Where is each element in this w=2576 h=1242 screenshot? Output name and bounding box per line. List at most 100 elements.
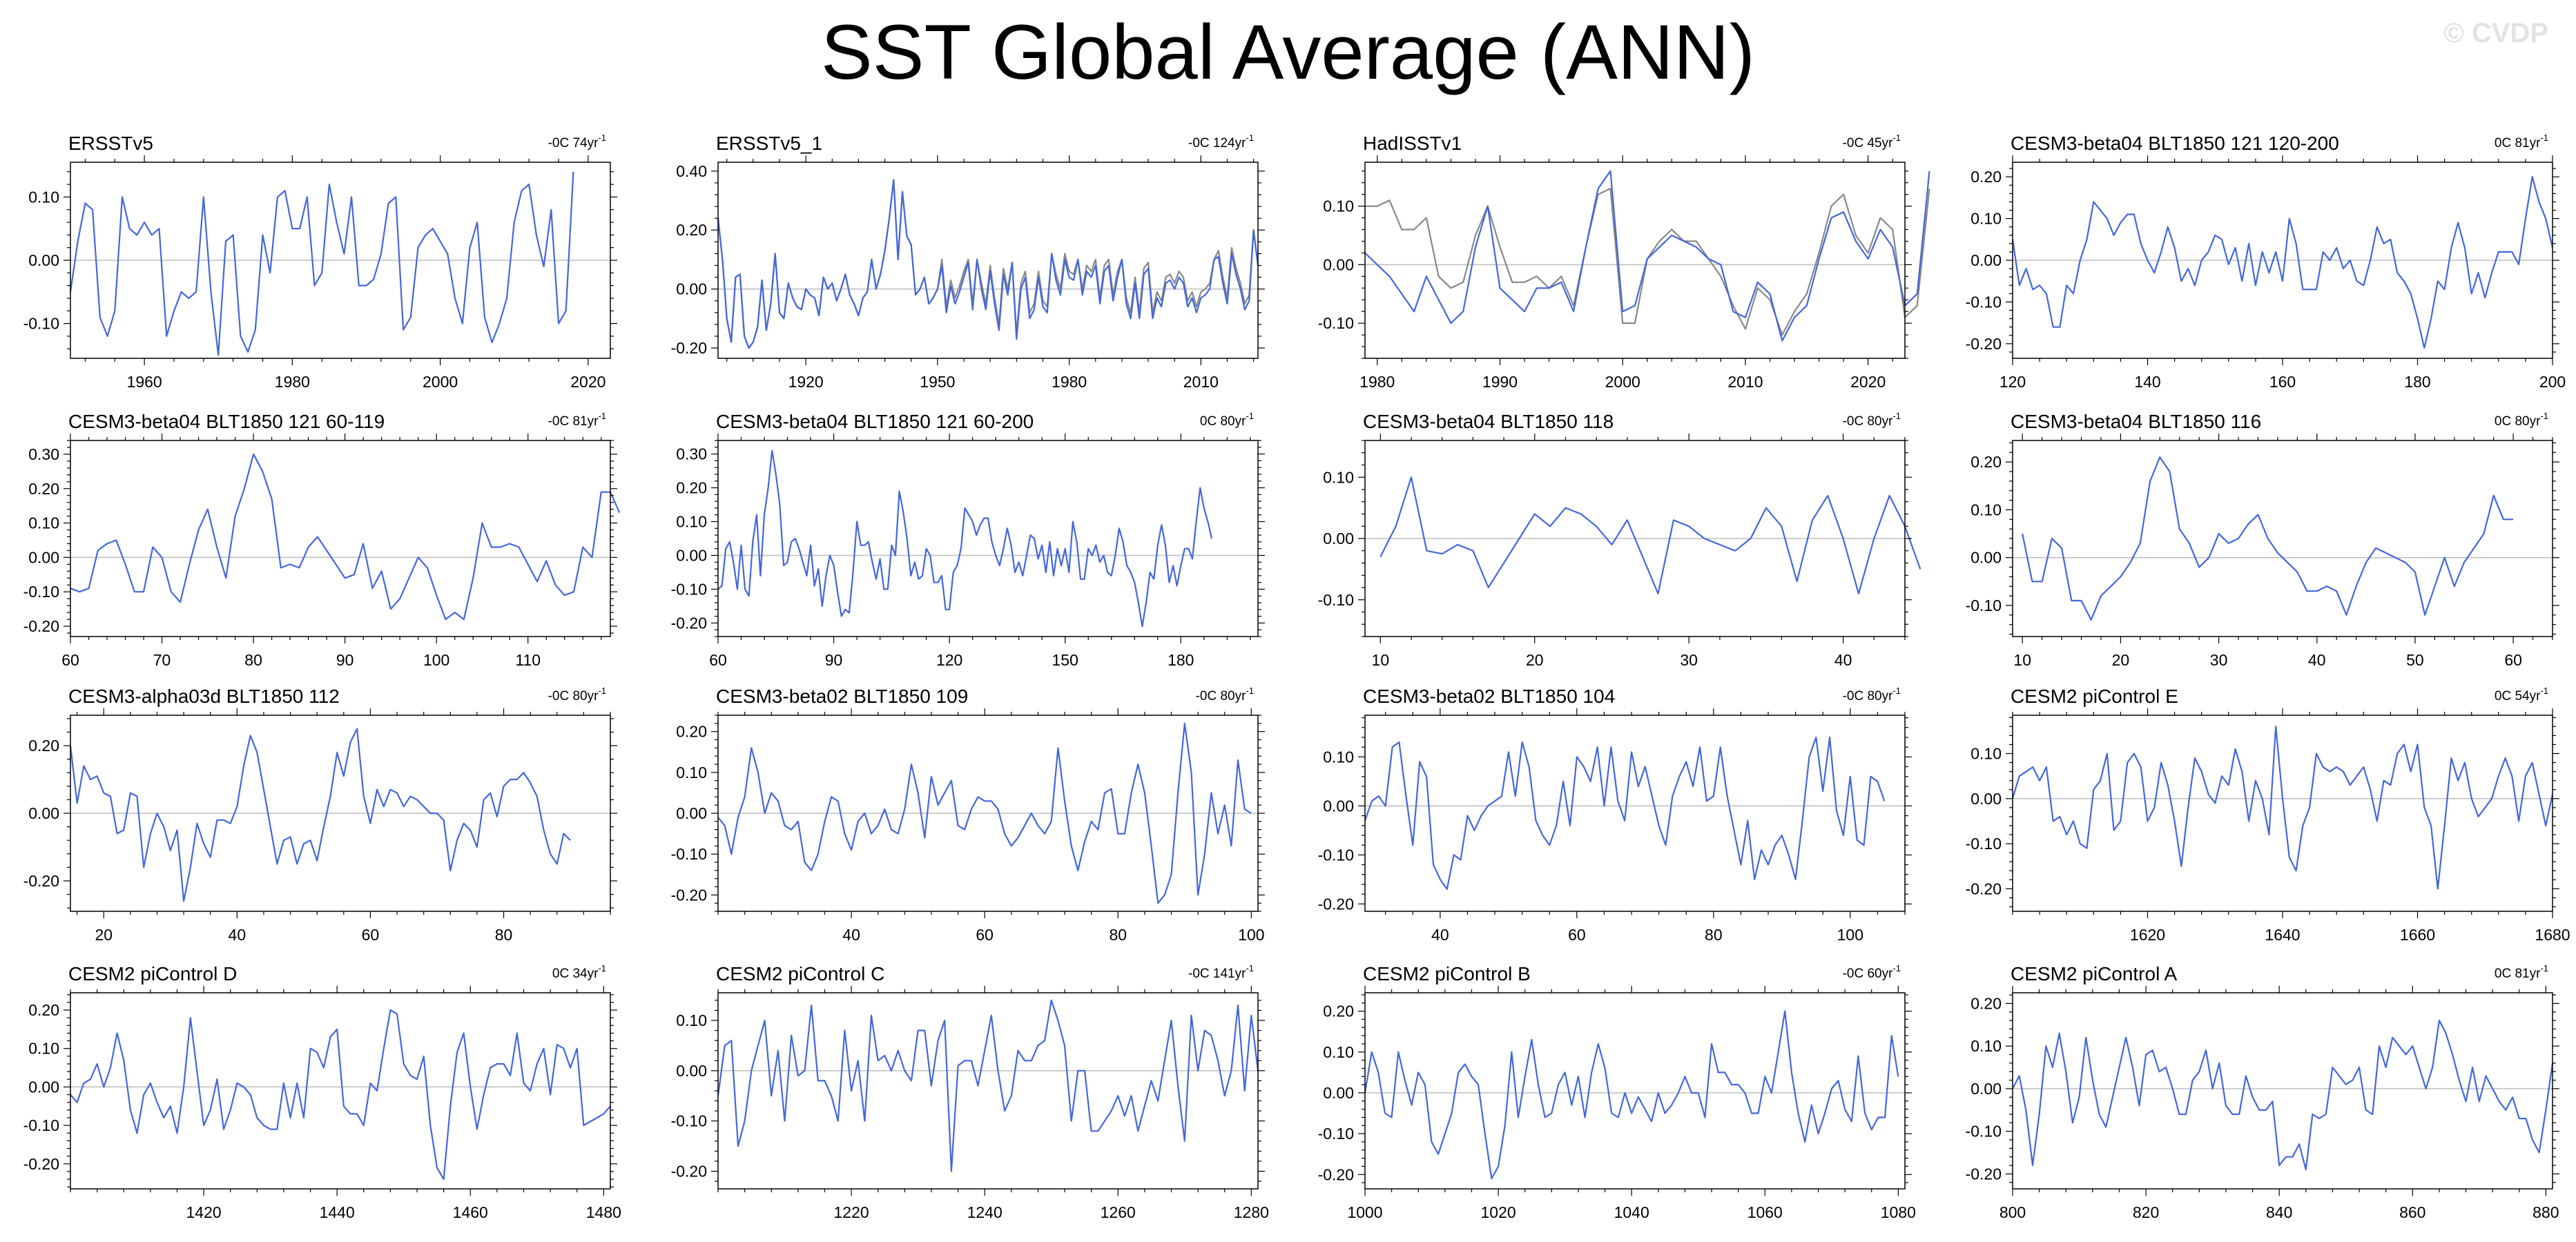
trend-label: 0C 81yr-1 — [2495, 963, 2548, 981]
x-tick-label: 1420 — [186, 1203, 222, 1221]
chart-panel-12: CESM2 piControl E 0C 54yr-1 -0.20 -0.10 0.00… — [1966, 686, 2570, 944]
y-tick-label: 0.00 — [676, 804, 707, 822]
trend-superscript: -1 — [1892, 411, 1901, 421]
chart-panel-14: CESM2 piControl C -0C 141yr-1 -0.20 -0.10 0.… — [671, 963, 1269, 1221]
plot-frame — [70, 992, 611, 1190]
plot-frame — [717, 162, 1259, 359]
x-tick-label: 1260 — [1101, 1203, 1136, 1221]
x-tick-label: 1640 — [2265, 926, 2300, 944]
chart-panel-11: CESM3-beta02 BLT1850 104 -0C 80yr-1 -0.20 -… — [1318, 686, 1912, 944]
x-tick-label: 40 — [1431, 926, 1449, 944]
x-tick-label: 1280 — [1234, 1203, 1269, 1221]
chart-title: CESM2 piControl C — [716, 963, 884, 984]
chart-title: ERSSTv5_1 — [716, 133, 822, 154]
trend-label: -0C 80yr-1 — [1843, 686, 1901, 704]
y-tick-label: 0.40 — [676, 162, 707, 180]
x-tick-label: 2010 — [1183, 373, 1219, 391]
chart-title: CESM3-beta04 BLT1850 118 — [1363, 411, 1614, 432]
chart-panel-9: CESM3-alpha03d BLT1850 112 -0C 80yr-1 -0.2… — [23, 686, 617, 944]
y-tick-label: 0.10 — [676, 764, 707, 782]
y-tick-label: -0.10 — [1966, 1123, 2002, 1141]
chart-panel-16: CESM2 piControl A 0C 81yr-1 -0.20 -0.10 0.00… — [1966, 963, 2559, 1221]
plot-frame — [70, 440, 611, 637]
x-tick-label: 140 — [2134, 373, 2160, 391]
x-tick-label: 80 — [495, 926, 513, 944]
y-tick-label: -0.10 — [671, 845, 707, 863]
trend-superscript: -1 — [598, 963, 606, 973]
trend-superscript: -1 — [1246, 411, 1254, 421]
series-line-1 — [717, 722, 1252, 904]
series-line-1 — [69, 171, 574, 356]
y-tick-label: 0.10 — [1323, 1043, 1354, 1061]
y-tick-label: 0.20 — [676, 723, 707, 741]
y-tick-label: 0.10 — [28, 514, 59, 532]
chart-title: HadISSTv1 — [1363, 133, 1462, 154]
x-tick-label: 40 — [2308, 651, 2326, 669]
x-tick-label: 1440 — [320, 1203, 355, 1221]
trend-label: -0C 60yr-1 — [1843, 963, 1901, 981]
chart-title: CESM3-beta02 BLT1850 109 — [716, 686, 968, 707]
y-tick-label: 0.00 — [28, 548, 59, 566]
y-tick-label: 0.20 — [1323, 1002, 1354, 1020]
plot-frame — [2012, 992, 2553, 1190]
y-tick-label: -0.20 — [23, 1155, 59, 1173]
plot-frame — [2012, 715, 2553, 912]
series-line-1 — [1364, 170, 1930, 342]
plot-frame — [1364, 162, 1906, 359]
trend-superscript: -1 — [1892, 686, 1901, 696]
x-tick-label: 180 — [2404, 373, 2430, 391]
chart-title: CESM3-beta04 BLT1850 116 — [2011, 411, 2261, 432]
y-tick-label: -0.20 — [671, 886, 707, 904]
y-tick-label: 0.00 — [676, 546, 707, 564]
y-tick-label: -0.10 — [23, 1116, 59, 1134]
x-tick-label: 40 — [229, 926, 246, 944]
chart-panel-5: CESM3-beta04 BLT1850 121 60-119 -0C 81yr-… — [23, 411, 621, 669]
y-tick-label: -0.10 — [1966, 293, 2002, 311]
x-tick-label: 110 — [515, 651, 541, 669]
trend-superscript: -1 — [1246, 963, 1254, 973]
y-tick-label: 0.00 — [1970, 1080, 2002, 1098]
y-tick-label: -0.10 — [23, 315, 59, 333]
page-title: SST Global Average (ANN) — [821, 9, 1755, 95]
x-tick-label: 20 — [95, 926, 113, 944]
plot-frame — [1364, 715, 1906, 912]
chart-title: ERSSTv5 — [68, 133, 153, 154]
chart-title: CESM2 piControl D — [68, 963, 237, 984]
trend-label: 0C 81yr-1 — [2495, 133, 2548, 151]
trend-label: -0C 80yr-1 — [548, 686, 606, 704]
y-tick-label: -0.10 — [1318, 591, 1354, 609]
x-tick-label: 100 — [423, 651, 449, 669]
x-tick-label: 1020 — [1481, 1203, 1516, 1221]
x-tick-label: 60 — [976, 926, 994, 944]
y-tick-label: -0.20 — [1318, 895, 1354, 913]
series-line-1 — [2011, 176, 2554, 349]
y-tick-label: -0.10 — [1318, 314, 1354, 332]
chart-panel-7: CESM3-beta04 BLT1850 118 -0C 80yr-1 -0.10 0… — [1318, 411, 1921, 669]
trend-label: -0C 80yr-1 — [1843, 411, 1901, 429]
y-tick-label: 0.20 — [676, 221, 707, 239]
y-tick-label: 0.10 — [1970, 744, 2002, 762]
trend-superscript: -1 — [2540, 686, 2548, 696]
trend-superscript: -1 — [598, 411, 606, 421]
y-tick-label: -0.10 — [1318, 846, 1354, 864]
x-tick-label: 1960 — [127, 373, 162, 391]
x-tick-label: 100 — [1238, 926, 1264, 944]
watermark: © CVDP — [2443, 18, 2548, 48]
y-tick-label: 0.00 — [1323, 255, 1354, 273]
trend-label: -0C 45yr-1 — [1843, 133, 1901, 151]
y-tick-label: -0.20 — [23, 617, 59, 635]
x-tick-label: 90 — [825, 651, 843, 669]
x-tick-label: 1980 — [1359, 373, 1395, 391]
y-tick-label: 0.10 — [1970, 501, 2002, 518]
trend-label: 0C 54yr-1 — [2495, 686, 2548, 704]
y-tick-label: 0.00 — [28, 251, 59, 269]
x-tick-label: 30 — [1680, 651, 1698, 669]
x-tick-label: 200 — [2539, 373, 2566, 391]
y-tick-label: -0.20 — [1966, 1165, 2002, 1183]
y-tick-label: 0.00 — [28, 804, 59, 822]
y-tick-label: 0.10 — [1970, 1037, 2002, 1055]
y-tick-label: -0.10 — [671, 580, 707, 598]
chart-panel-6: CESM3-beta04 BLT1850 121 60-200 0C 80yr-1… — [671, 411, 1265, 669]
x-tick-label: 180 — [1168, 651, 1194, 669]
chart-panel-10: CESM3-beta02 BLT1850 109 -0C 80yr-1 -0.20 -… — [671, 686, 1265, 944]
